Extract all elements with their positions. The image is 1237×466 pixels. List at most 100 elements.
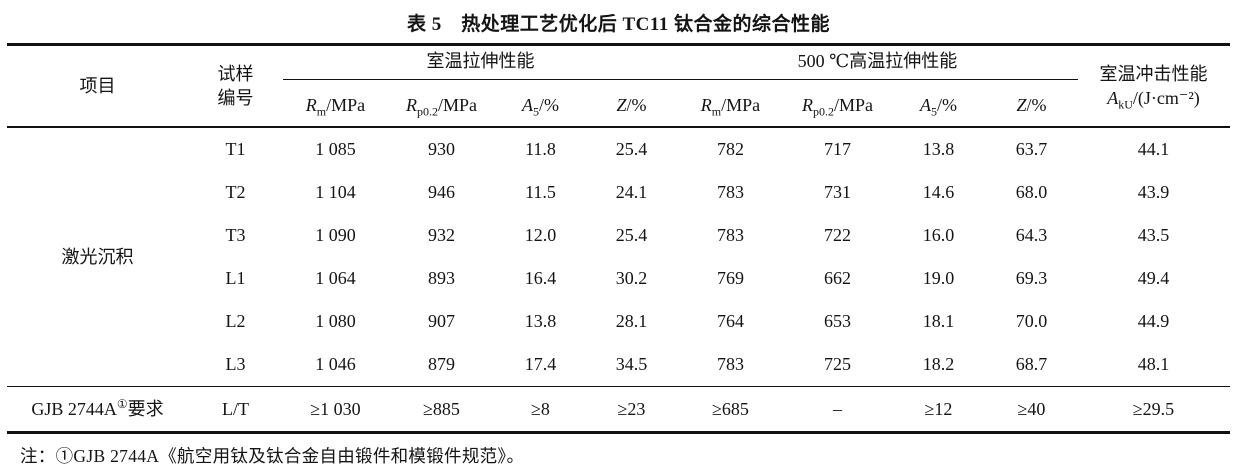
value-cell: 25.4 [615, 139, 648, 160]
requirement-value: – [832, 398, 842, 419]
process-group-label: 激光沉积 [61, 246, 134, 267]
requirement-label: GJB 2744A①要求 [31, 396, 164, 419]
value-cell: 13.8 [922, 139, 955, 160]
value-cell: 764 [716, 311, 744, 332]
col-header-rp02-rt: Rp0.2/MPa [387, 84, 496, 128]
value-cell: 783 [716, 182, 744, 203]
col-header-project: 项目 [7, 44, 188, 128]
value-cell: 782 [716, 139, 744, 160]
sample-id-line2: 编号 [217, 88, 254, 108]
value-cell: 783 [716, 225, 744, 246]
requirement-value: ≥12 [924, 398, 953, 419]
col-header-rp02-ht: Rp0.2/MPa [783, 84, 892, 128]
requirement-sample-id: L/T [221, 398, 249, 419]
value-cell: 43.5 [1137, 225, 1170, 246]
requirement-value: ≥23 [617, 398, 646, 419]
requirement-value: ≥1 030 [310, 398, 361, 419]
col-header-z-ht: Z/% [985, 84, 1078, 128]
value-cell: 946 [427, 182, 455, 203]
properties-table: 项目 试样 编号 室温拉伸性能 500 ℃高温拉伸性能 室温冲击性能 A [7, 43, 1230, 434]
impact-formula: AkU/(J·cm⁻²) [1107, 88, 1200, 112]
value-cell: 731 [823, 182, 851, 203]
sample-id-cell: L2 [225, 311, 246, 332]
group-header-room-temp-tensile: 室温拉伸性能 [283, 45, 678, 85]
value-cell: 68.7 [1015, 354, 1048, 375]
col-header-impact: 室温冲击性能 AkU/(J·cm⁻²) [1077, 44, 1230, 128]
value-cell: 44.9 [1137, 311, 1170, 332]
header-row-groups: 项目 试样 编号 室温拉伸性能 500 ℃高温拉伸性能 室温冲击性能 A [7, 44, 1230, 128]
col-header-z-rt: Z/% [585, 84, 678, 128]
header-row-subcols: Rm/MPa Rp0.2/MPa A5/% Z/% Rm/MPa Rp0.2/M… [7, 84, 1229, 128]
requirement-value: ≥8 [531, 398, 550, 419]
requirement-value: ≥29.5 [1132, 398, 1175, 419]
requirement-row: GJB 2744A①要求 L/T ≥1 030 ≥885 ≥8 ≥23 ≥685… [7, 387, 1229, 433]
value-cell: 879 [427, 354, 455, 375]
value-cell: 70.0 [1015, 311, 1048, 332]
requirement-body: GJB 2744A①要求 L/T ≥1 030 ≥885 ≥8 ≥23 ≥685… [7, 386, 1230, 433]
value-cell: 1 090 [315, 225, 356, 246]
value-cell: 18.1 [922, 311, 955, 332]
col-header-a5-ht: A5/% [891, 84, 986, 128]
data-row-L3: L3 1 046 879 17.4 34.5 783 725 18.2 68.7 48.1 [7, 343, 1229, 387]
requirement-value: ≥40 [1017, 398, 1046, 419]
value-cell: 49.4 [1137, 268, 1170, 289]
value-cell: 69.3 [1015, 268, 1048, 289]
data-row-L1: L1 1 064 893 16.4 30.2 769 662 19.0 69.3 49.4 [7, 257, 1229, 300]
requirement-value: ≥685 [712, 398, 749, 419]
sample-id-cell: L3 [225, 354, 246, 375]
value-cell: 893 [427, 268, 455, 289]
value-cell: 932 [427, 225, 455, 246]
value-cell: 30.2 [615, 268, 648, 289]
sample-id-cell: T3 [225, 225, 246, 246]
value-cell: 722 [823, 225, 851, 246]
value-cell: 19.0 [922, 268, 955, 289]
value-cell: 769 [716, 268, 744, 289]
value-cell: 907 [427, 311, 455, 332]
value-cell: 725 [823, 354, 851, 375]
group-header-high-temp-tensile: 500 ℃高温拉伸性能 [677, 45, 1078, 85]
footnote-marker: ① [116, 396, 128, 411]
col-header-rm-ht: Rm/MPa [677, 84, 784, 128]
value-cell: 783 [716, 354, 744, 375]
data-row-T3: T3 1 090 932 12.0 25.4 783 722 16.0 64.3 43.5 [7, 214, 1229, 257]
table-header: 项目 试样 编号 室温拉伸性能 500 ℃高温拉伸性能 室温冲击性能 A [7, 44, 1230, 128]
requirement-value: ≥885 [423, 398, 460, 419]
value-cell: 13.8 [524, 311, 557, 332]
value-cell: 717 [823, 139, 851, 160]
value-cell: 63.7 [1015, 139, 1048, 160]
table-footnote: 注：①GJB 2744A《航空用钛及钛合金自由锻件和模锻件规范》。 [20, 446, 525, 466]
value-cell: 24.1 [615, 182, 648, 203]
value-cell: 1 080 [315, 311, 356, 332]
value-cell: 68.0 [1015, 182, 1048, 203]
table-title: 表 5 热处理工艺优化后 TC11 钛合金的综合性能 [406, 14, 831, 35]
sample-id-cell: L1 [225, 268, 246, 289]
value-cell: 1 064 [315, 268, 356, 289]
value-cell: 653 [823, 311, 851, 332]
col-header-a5-rt: A5/% [495, 84, 586, 128]
value-cell: 48.1 [1137, 354, 1170, 375]
sample-id-cell: T1 [225, 139, 246, 160]
impact-title: 室温冲击性能 [1099, 63, 1208, 84]
value-cell: 662 [823, 268, 851, 289]
value-cell: 11.5 [525, 182, 556, 203]
value-cell: 16.0 [922, 225, 955, 246]
value-cell: 34.5 [615, 354, 648, 375]
value-cell: 64.3 [1015, 225, 1048, 246]
data-row-L2: L2 1 080 907 13.8 28.1 764 653 18.1 70.0 44.9 [7, 300, 1229, 343]
value-cell: 16.4 [524, 268, 557, 289]
data-row-T2: T2 1 104 946 11.5 24.1 783 731 14.6 68.0 43.9 [7, 171, 1229, 214]
sample-id-cell: T2 [225, 182, 246, 203]
value-cell: 25.4 [615, 225, 648, 246]
value-cell: 18.2 [922, 354, 955, 375]
data-body: 激光沉积 T1 1 085 930 11.8 25.4 782 717 13.8 63.7 44.1… [7, 127, 1229, 387]
value-cell: 43.9 [1137, 182, 1170, 203]
value-cell: 930 [427, 139, 455, 160]
value-cell: 1 085 [315, 139, 356, 160]
value-cell: 1 046 [315, 354, 356, 375]
col-header-sample-id: 试样 编号 [187, 44, 284, 128]
data-row-T1: 激光沉积 T1 1 085 930 11.8 25.4 782 717 13.8 63.7 44.1 [7, 127, 1229, 267]
sample-id-line1: 试样 [217, 63, 254, 84]
value-cell: 28.1 [615, 311, 648, 332]
value-cell: 17.4 [524, 354, 557, 375]
